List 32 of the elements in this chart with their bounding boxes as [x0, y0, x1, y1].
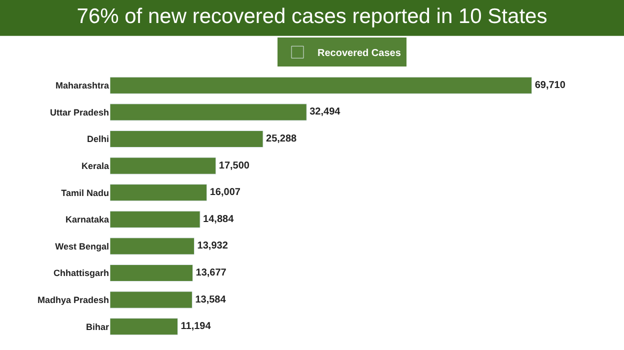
data-label: 14,884	[203, 214, 234, 225]
data-label: 11,194	[180, 321, 212, 332]
y-tick-label: Karnataka	[65, 214, 110, 225]
data-label: 13,677	[196, 268, 227, 278]
bar	[110, 264, 194, 282]
bar	[110, 210, 200, 228]
data-label: 17,500	[218, 160, 250, 172]
y-tick-label: Chhattisgarh	[53, 268, 109, 278]
y-tick-label: Tamil Nadu	[61, 188, 109, 198]
y-tick-label: Bihar	[86, 322, 110, 332]
bar	[110, 238, 195, 255]
y-tick-label: Maharashtra	[55, 80, 110, 91]
bar	[110, 130, 264, 148]
y-tick-label: Delhi	[86, 134, 109, 144]
data-label: 25,288	[266, 134, 298, 144]
bar	[110, 76, 532, 94]
bar	[110, 318, 178, 336]
bar	[110, 104, 307, 121]
legend-label: Recovered Cases	[318, 48, 402, 60]
y-tick-label: Kerala	[81, 160, 110, 171]
bar	[110, 184, 208, 202]
data-label: 16,007	[210, 187, 241, 198]
data-label: 13,584	[195, 294, 226, 306]
chart-title: 76% of new recovered cases reported in 10 States	[76, 5, 548, 28]
data-label: 13,932	[197, 240, 228, 252]
bar	[110, 291, 192, 308]
y-tick-label: Uttar Pradesh	[50, 107, 109, 118]
bar	[110, 157, 216, 174]
y-tick-label: West Bengal	[55, 241, 109, 252]
data-label: 32,494	[310, 106, 341, 118]
y-tick-label: Madhya Pradesh	[37, 294, 109, 305]
data-label: 69,710	[534, 80, 566, 91]
